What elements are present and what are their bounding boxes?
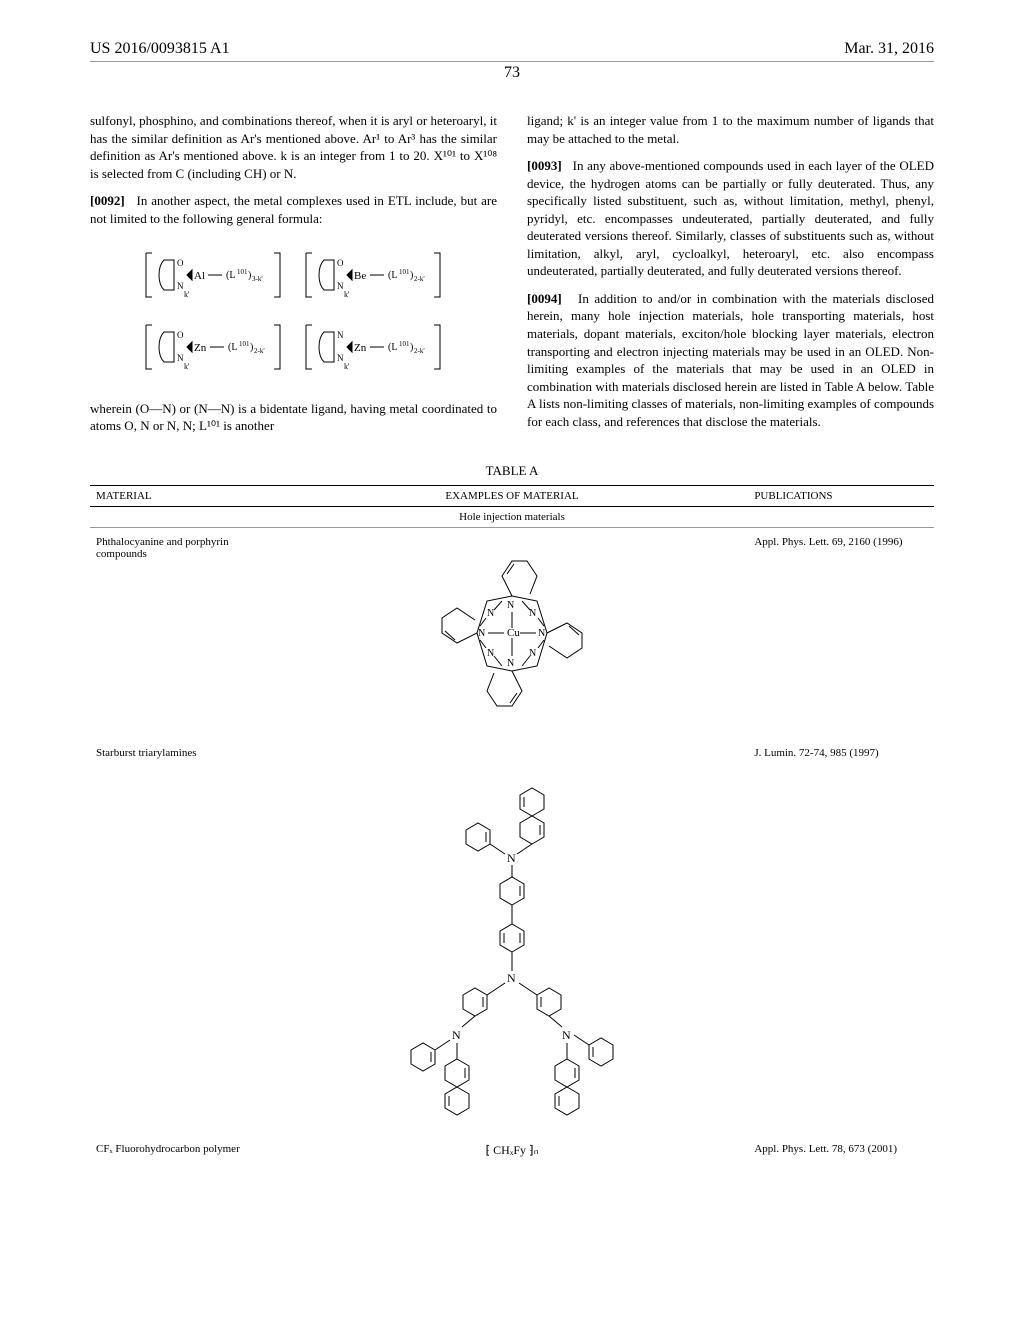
table-row: CFₓ Fluorohydrocarbon polymer ⁅ CHₓFy ⁆ₙ… xyxy=(90,1135,934,1166)
paragraph-ligand-cont: ligand; k' is an integer value from 1 to… xyxy=(527,112,934,147)
table-header-row: MATERIAL EXAMPLES OF MATERIAL PUBLICATIO… xyxy=(90,485,934,506)
svg-text:N: N xyxy=(507,851,516,865)
svg-text:O: O xyxy=(337,258,344,268)
svg-text:(L: (L xyxy=(228,342,237,353)
formula-be: O N k' Be (L 101 ) 2-k' xyxy=(304,245,444,309)
svg-text:(L: (L xyxy=(388,342,397,353)
svg-text:N: N xyxy=(487,608,494,619)
structure-phthalocyanine: Cu N N N N N N N N xyxy=(276,527,749,739)
svg-text:k': k' xyxy=(184,362,190,371)
publication-cfx: Appl. Phys. Lett. 78, 673 (2001) xyxy=(748,1135,934,1166)
svg-text:N: N xyxy=(452,1028,461,1042)
para-0094-text: In addition to and/or in combination wit… xyxy=(527,291,934,429)
table-title: TABLE A xyxy=(90,463,934,479)
paragraph-0094: [0094] In addition to and/or in combinat… xyxy=(527,290,934,430)
para-num-0093: [0093] xyxy=(527,158,562,173)
svg-text:O: O xyxy=(177,258,184,268)
svg-text:): ) xyxy=(248,270,251,281)
svg-text:101: 101 xyxy=(237,268,248,276)
table-a-section: TABLE A MATERIAL EXAMPLES OF MATERIAL PU… xyxy=(90,463,934,1166)
header-examples: EXAMPLES OF MATERIAL xyxy=(276,485,749,506)
svg-text:N: N xyxy=(529,648,536,659)
svg-text:3-k': 3-k' xyxy=(252,275,263,283)
header-material: MATERIAL xyxy=(90,485,276,506)
table-subheader-row: Hole injection materials xyxy=(90,506,934,527)
paragraph-0093: [0093] In any above-mentioned compounds … xyxy=(527,157,934,280)
para-0093-text: In any above-mentioned compounds used in… xyxy=(527,158,934,278)
material-starburst: Starburst triarylamines xyxy=(90,739,276,1135)
svg-text:N: N xyxy=(337,281,344,291)
svg-text:k': k' xyxy=(344,362,350,371)
svg-text:N: N xyxy=(177,281,184,291)
svg-text:Cu: Cu xyxy=(507,627,520,639)
svg-text:N: N xyxy=(507,658,514,669)
svg-text:N: N xyxy=(487,648,494,659)
right-column: ligand; k' is an integer value from 1 to… xyxy=(527,112,934,445)
formula-block: O N k' Al (L 101 ) 3-k' xyxy=(90,245,497,381)
left-column: sulfonyl, phosphino, and combinations th… xyxy=(90,112,497,445)
svg-text:N: N xyxy=(507,600,514,611)
material-cfx: CFₓ Fluorohydrocarbon polymer xyxy=(90,1135,276,1166)
svg-text:2-k': 2-k' xyxy=(414,275,425,283)
svg-text:k': k' xyxy=(344,290,350,299)
publication-date: Mar. 31, 2016 xyxy=(844,40,934,58)
svg-text:101: 101 xyxy=(399,268,410,276)
svg-text:N: N xyxy=(507,971,516,985)
svg-text:(L: (L xyxy=(226,270,235,281)
svg-text:Zn: Zn xyxy=(194,342,207,354)
svg-text:Be: Be xyxy=(354,270,366,282)
svg-text:N: N xyxy=(337,330,344,340)
svg-text:N: N xyxy=(478,628,485,639)
paragraph-continuation: sulfonyl, phosphino, and combinations th… xyxy=(90,112,497,182)
svg-text:): ) xyxy=(250,342,253,353)
svg-text:Al: Al xyxy=(194,270,205,282)
svg-text:): ) xyxy=(410,342,413,353)
svg-text:N: N xyxy=(538,628,545,639)
svg-text:2-k': 2-k' xyxy=(414,347,425,355)
table-a: MATERIAL EXAMPLES OF MATERIAL PUBLICATIO… xyxy=(90,485,934,1166)
svg-text:N: N xyxy=(562,1028,571,1042)
svg-text:101: 101 xyxy=(399,340,410,348)
svg-text:N: N xyxy=(177,353,184,363)
subheader-hole-injection: Hole injection materials xyxy=(90,506,934,527)
publication-number: US 2016/0093815 A1 xyxy=(90,40,230,58)
svg-text:Zn: Zn xyxy=(354,342,367,354)
formula-zn-nn: N N k' Zn (L 101 ) 2-k' xyxy=(304,317,444,381)
para-num-0094: [0094] xyxy=(527,291,562,306)
paragraph-wherein: wherein (O—N) or (N—N) is a bidentate li… xyxy=(90,400,497,435)
table-row: Starburst triarylamines N xyxy=(90,739,934,1135)
header-publications: PUBLICATIONS xyxy=(748,485,934,506)
page-number: 73 xyxy=(504,64,520,82)
svg-text:2-k': 2-k' xyxy=(254,347,265,355)
svg-text:): ) xyxy=(410,270,413,281)
svg-text:O: O xyxy=(177,330,184,340)
table-row: Phthalocyanine and porphyrin compounds C… xyxy=(90,527,934,739)
page-header: US 2016/0093815 A1 Mar. 31, 2016 xyxy=(90,40,934,62)
svg-text:(L: (L xyxy=(388,270,397,281)
para-0092-text: In another aspect, the metal complexes u… xyxy=(90,193,497,226)
structure-starburst: N xyxy=(276,739,749,1135)
formula-zn-on: O N k' Zn (L 101 ) 2-k' xyxy=(144,317,284,381)
svg-text:101: 101 xyxy=(239,340,250,348)
cfx-formula: ⁅ CHₓFy ⁆ₙ xyxy=(486,1143,539,1158)
structure-cfx: ⁅ CHₓFy ⁆ₙ xyxy=(276,1135,749,1166)
material-phthalocyanine: Phthalocyanine and porphyrin compounds xyxy=(90,527,276,739)
svg-text:N: N xyxy=(337,353,344,363)
publication-starburst: J. Lumin. 72-74, 985 (1997) xyxy=(748,739,934,1135)
paragraph-0092: [0092] In another aspect, the metal comp… xyxy=(90,192,497,227)
para-num-0092: [0092] xyxy=(90,193,125,208)
publication-phthalocyanine: Appl. Phys. Lett. 69, 2160 (1996) xyxy=(748,527,934,739)
svg-text:k': k' xyxy=(184,290,190,299)
formula-al: O N k' Al (L 101 ) 3-k' xyxy=(144,245,284,309)
